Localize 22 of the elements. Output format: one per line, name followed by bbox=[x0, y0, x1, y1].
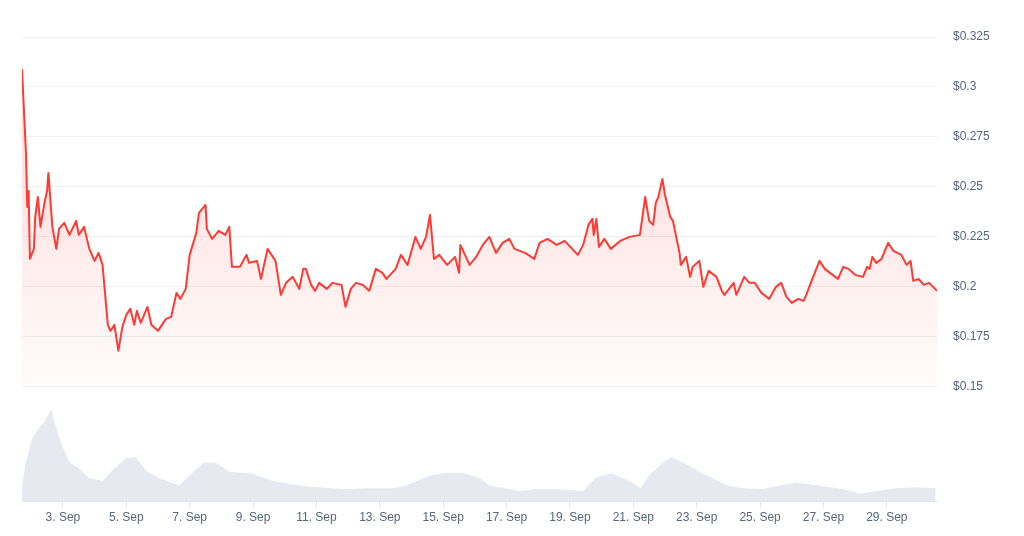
y-tick-label: $0.175 bbox=[953, 329, 991, 344]
x-tick-label: 3. Sep bbox=[45, 510, 81, 525]
x-tick-label: 5. Sep bbox=[108, 510, 144, 525]
x-tick-label: 17. Sep bbox=[485, 510, 528, 525]
x-tick-label: 7. Sep bbox=[172, 510, 208, 525]
y-tick-label: $0.2 bbox=[953, 279, 977, 294]
x-tick-label: 15. Sep bbox=[422, 510, 465, 525]
y-tick-label: $0.3 bbox=[953, 79, 977, 94]
y-tick-label: $0.325 bbox=[953, 29, 991, 44]
x-tick-label: 13. Sep bbox=[359, 510, 401, 525]
y-tick-label: $0.275 bbox=[953, 129, 991, 144]
x-tick-label: 29. Sep bbox=[866, 510, 908, 525]
x-tick-label: 23. Sep bbox=[676, 510, 718, 525]
x-tick-label: 21. Sep bbox=[612, 510, 655, 525]
y-tick-label: $0.225 bbox=[953, 229, 991, 244]
x-tick-label: 11. Sep bbox=[296, 510, 337, 525]
x-tick-label: 25. Sep bbox=[739, 510, 782, 525]
x-tick-label: 19. Sep bbox=[549, 510, 591, 525]
y-tick-label: $0.15 bbox=[953, 379, 984, 394]
y-tick-label: $0.25 bbox=[953, 179, 984, 194]
x-tick-label: 9. Sep bbox=[235, 510, 271, 525]
x-tick-label: 27. Sep bbox=[802, 510, 845, 525]
